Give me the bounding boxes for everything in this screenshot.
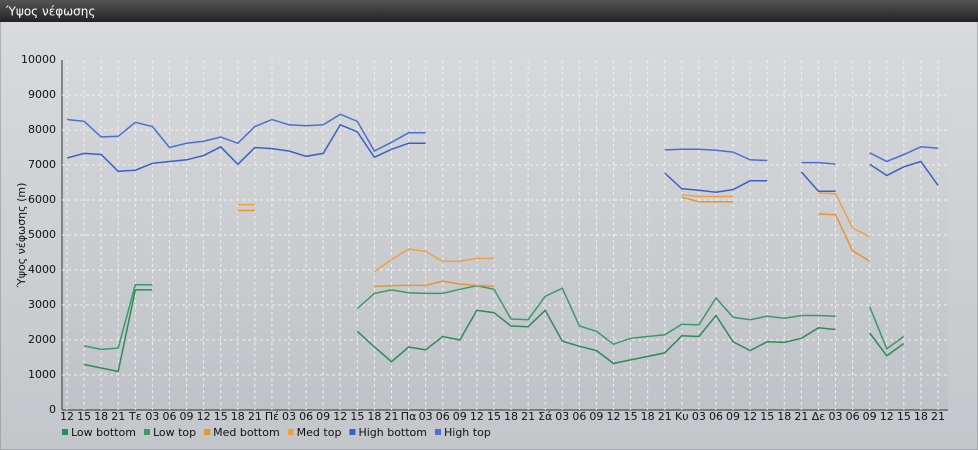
x-tick-label: 15 [350, 410, 364, 423]
x-tick-label: 21 [658, 410, 672, 423]
y-tick-label: 6000 [28, 193, 56, 206]
legend-label: High bottom [358, 426, 427, 439]
legend-swatch [349, 429, 356, 435]
x-tick-label: 15 [214, 410, 228, 423]
x-tick-label: 21 [248, 410, 262, 423]
y-tick-label: 10000 [21, 53, 56, 66]
legend-swatch [435, 429, 441, 435]
x-tick-label: 12 [60, 410, 74, 423]
x-tick-label: 06 [709, 410, 723, 423]
x-tick-label: 09 [316, 410, 330, 423]
x-tick-label: 15 [624, 410, 638, 423]
x-tick-label: 09 [726, 410, 740, 423]
x-tick-label: 03 [555, 410, 569, 423]
x-tick-label: 12 [470, 410, 484, 423]
x-tick-label: 18 [231, 410, 245, 423]
x-tick-label: 18 [94, 410, 108, 423]
header-bar [0, 0, 978, 22]
x-tick-label: 06 [162, 410, 176, 423]
series-line [83, 283, 905, 351]
y-tick-label: 8000 [28, 123, 56, 136]
x-tick-label: 21 [521, 410, 535, 423]
chart-title: Ύψος νέφωσης [5, 5, 95, 19]
x-tick-label: Κυ [675, 410, 689, 423]
y-tick-label: 3000 [28, 298, 56, 311]
legend-swatch [143, 429, 150, 435]
y-tick-label: 9000 [28, 88, 56, 101]
y-tick-label: 4000 [28, 263, 56, 276]
x-tick-label: 18 [504, 410, 518, 423]
x-tick-label: 06 [846, 410, 860, 423]
y-tick-label: 2000 [28, 333, 56, 346]
x-tick-label: 15 [897, 410, 911, 423]
x-tick-label: 18 [914, 410, 928, 423]
x-tick-label: 21 [111, 410, 125, 423]
x-tick-label: 21 [384, 410, 398, 423]
series-line [237, 196, 871, 288]
x-tick-label: 12 [607, 410, 621, 423]
series-line [66, 123, 939, 194]
x-tick-label: 15 [77, 410, 91, 423]
x-tick-label: 21 [794, 410, 808, 423]
legend-swatch [287, 429, 294, 435]
legend-label: Med top [297, 426, 342, 439]
x-tick-label: 09 [863, 410, 877, 423]
x-tick-label: 09 [453, 410, 467, 423]
x-tick-label: 06 [299, 410, 313, 423]
x-tick-label: 03 [419, 410, 433, 423]
legend-label: Med bottom [213, 426, 280, 439]
x-tick-label: 12 [743, 410, 757, 423]
x-tick-label: Πέ [265, 410, 279, 423]
y-axis-title: Ύψος νέφωσης (m) [15, 183, 28, 289]
y-tick-label: 0 [49, 403, 56, 416]
y-tick-label: 7000 [28, 158, 56, 171]
legend-swatch [204, 429, 211, 435]
x-tick-label: 06 [436, 410, 450, 423]
x-tick-label: 12 [197, 410, 211, 423]
series-line [237, 192, 871, 273]
x-tick-label: 15 [487, 410, 501, 423]
x-tick-label: 03 [829, 410, 843, 423]
legend-swatch [62, 429, 68, 435]
x-tick-label: 18 [367, 410, 381, 423]
x-tick-label: Δε [812, 410, 826, 423]
x-tick-label: 03 [145, 410, 159, 423]
x-tick-label: 03 [282, 410, 296, 423]
x-tick-label: Σά [538, 410, 552, 423]
x-tick-label: 18 [641, 410, 655, 423]
y-tick-label: 5000 [28, 228, 56, 241]
x-tick-label: 12 [880, 410, 894, 423]
series-line [83, 289, 905, 373]
x-tick-label: 03 [692, 410, 706, 423]
legend-label: Low top [153, 426, 196, 439]
x-tick-label: 18 [777, 410, 791, 423]
series-line [66, 113, 939, 165]
legend-label: High top [444, 426, 491, 439]
x-tick-label: Τε [128, 410, 142, 423]
x-tick-label: 21 [931, 410, 945, 423]
x-tick-label: 09 [589, 410, 603, 423]
x-tick-label: 06 [572, 410, 586, 423]
legend-label: Low bottom [71, 426, 136, 439]
x-tick-label: 15 [760, 410, 774, 423]
x-tick-label: 12 [333, 410, 347, 423]
y-tick-label: 1000 [28, 368, 56, 381]
x-tick-label: Πα [401, 410, 417, 423]
x-tick-label: 09 [180, 410, 194, 423]
